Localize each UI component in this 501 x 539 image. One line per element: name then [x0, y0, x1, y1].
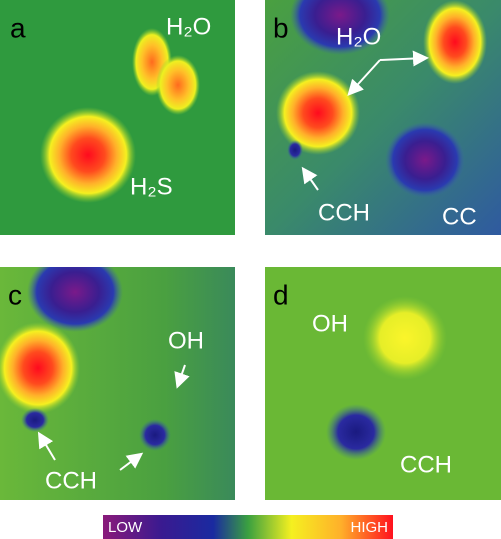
arrows — [37, 50, 429, 471]
panel-label: d — [273, 279, 289, 310]
colorbar-low: LOW — [108, 519, 143, 536]
annotation: CCH — [400, 451, 452, 478]
panel-d — [265, 267, 501, 500]
annotation: H₂O — [336, 23, 381, 50]
panel-b — [265, 0, 501, 235]
panel-label: b — [273, 12, 289, 43]
annotation: OH — [168, 327, 204, 354]
panel-label: c — [8, 279, 22, 310]
colorbar: LOW HIGH — [103, 515, 393, 539]
panel-a — [0, 0, 235, 235]
annotation: CCH — [45, 467, 97, 494]
colorbar-gradient — [103, 515, 393, 539]
panel-c — [0, 267, 235, 500]
panel-label: a — [10, 12, 26, 43]
annotation: OH — [312, 310, 348, 337]
annotation: CC — [442, 203, 477, 230]
colorbar-high: HIGH — [351, 519, 389, 536]
annotation: H₂S — [130, 173, 173, 200]
annotation: H₂O — [166, 13, 211, 40]
annotation: CCH — [318, 199, 370, 226]
